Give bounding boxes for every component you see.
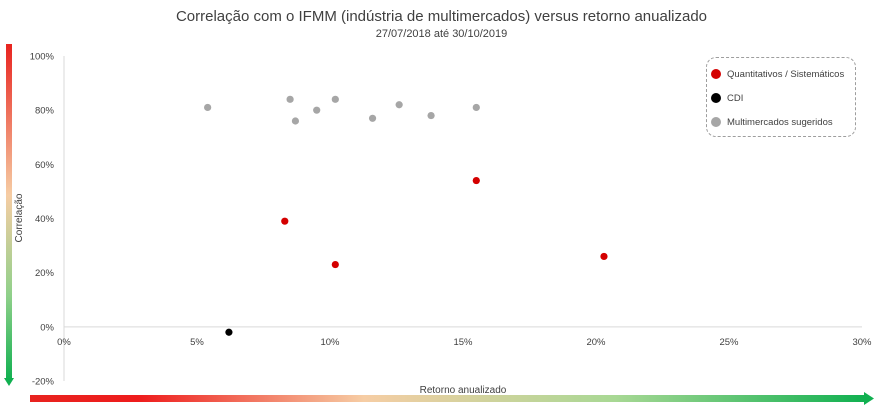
legend-item: Quantitativos / Sistemáticos <box>711 62 855 86</box>
data-point <box>281 217 289 225</box>
legend-marker <box>711 117 721 127</box>
x-tick-label: 5% <box>190 337 204 348</box>
legend-label: Multimercados sugeridos <box>727 116 833 128</box>
legend-item: Multimercados sugeridos <box>711 110 855 134</box>
data-point <box>291 117 300 125</box>
chart-legend: Quantitativos / Sistemáticos CDI Multimerc… <box>706 57 856 137</box>
y-axis-title: Correlação <box>14 193 25 242</box>
legend-marker <box>711 69 721 79</box>
data-point <box>472 176 480 185</box>
horizontal-gradient-arrowhead <box>864 392 874 405</box>
data-point <box>368 114 377 122</box>
x-tick-label: 0% <box>57 337 71 348</box>
data-point <box>395 101 403 109</box>
x-tick-label: 20% <box>586 337 606 348</box>
chart-title: Correlação com o IFMM (indústria de mult… <box>175 8 708 25</box>
y-tick-label: -20% <box>32 377 55 388</box>
x-tick-label: 10% <box>320 337 340 348</box>
legend-item: CDI <box>711 86 855 110</box>
data-point <box>313 106 321 114</box>
y-tick-label: 40% <box>35 214 55 225</box>
data-point <box>331 260 339 269</box>
data-point <box>286 95 294 103</box>
y-tick-label: 20% <box>35 268 55 279</box>
legend-marker <box>711 93 721 103</box>
data-point <box>331 95 339 103</box>
y-tick-label: 80% <box>35 106 55 117</box>
horizontal-gradient-bar <box>30 395 865 402</box>
legend-label: Quantitativos / Sistemáticos <box>727 68 845 80</box>
legend-label: CDI <box>727 92 744 104</box>
vertical-gradient-arrowhead <box>4 378 14 386</box>
vertical-gradient-bar <box>6 44 12 380</box>
x-tick-label: 25% <box>719 337 739 348</box>
data-point <box>204 103 212 112</box>
data-point <box>472 103 480 112</box>
x-tick-label: 30% <box>852 337 872 348</box>
x-axis-title: Retorno anualizado <box>420 385 507 396</box>
y-tick-label: 60% <box>35 160 55 171</box>
y-tick-label: 100% <box>30 52 55 63</box>
y-tick-label: 0% <box>40 322 54 333</box>
chart-subtitle: 27/07/2018 até 30/10/2019 <box>375 28 508 40</box>
data-point <box>225 328 233 336</box>
data-point <box>427 111 435 120</box>
data-point <box>600 252 608 261</box>
x-tick-label: 15% <box>453 337 473 348</box>
